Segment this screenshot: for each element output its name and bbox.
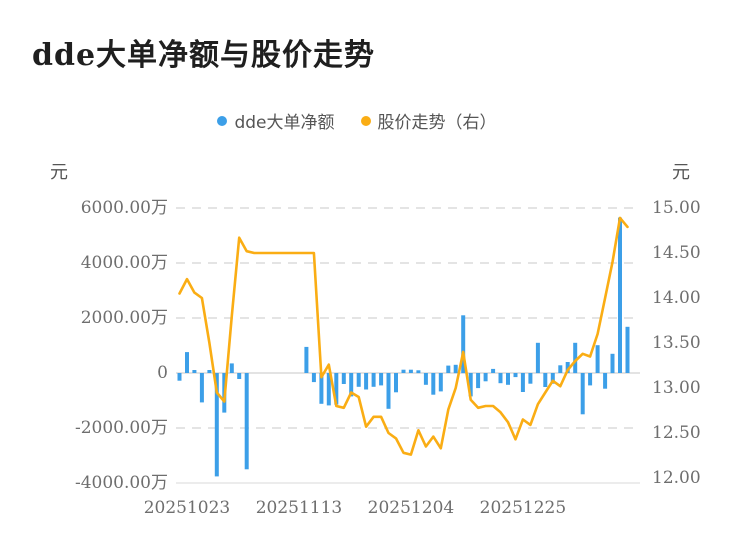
bar bbox=[319, 373, 324, 404]
bar bbox=[244, 373, 249, 470]
x-axis-tick-label: 20251023 bbox=[143, 498, 231, 518]
bar bbox=[625, 326, 630, 373]
bar bbox=[364, 373, 369, 390]
bar bbox=[401, 369, 406, 373]
x-axis-tick-label: 20251204 bbox=[367, 498, 455, 518]
left-axis-tick-label: 6000.00万 bbox=[80, 198, 168, 218]
bar bbox=[371, 373, 376, 387]
bar bbox=[431, 373, 436, 395]
bar bbox=[565, 362, 570, 373]
bar bbox=[214, 373, 219, 477]
legend-dot-orange-icon bbox=[360, 115, 371, 126]
bar bbox=[461, 315, 466, 374]
bar bbox=[229, 363, 234, 373]
right-axis-unit: 元 bbox=[672, 162, 690, 183]
right-axis-tick-label: 12.50 bbox=[652, 423, 701, 443]
bar bbox=[311, 373, 316, 383]
bar bbox=[588, 373, 593, 386]
bar bbox=[550, 373, 555, 384]
bar bbox=[558, 365, 563, 373]
legend-label-dde-net: dde大单净额 bbox=[234, 113, 335, 133]
left-axis-tick-label: -4000.00万 bbox=[74, 473, 168, 493]
bar bbox=[334, 373, 339, 405]
right-axis-tick-label: 15.00 bbox=[652, 198, 701, 218]
right-axis-tick-label: 13.00 bbox=[652, 378, 701, 398]
right-axis-tick-label: 13.50 bbox=[652, 333, 701, 353]
bar bbox=[595, 345, 600, 373]
bar-series bbox=[177, 217, 630, 477]
left-axis-tick-label: 2000.00万 bbox=[80, 308, 168, 328]
bar bbox=[528, 373, 533, 384]
bar bbox=[506, 373, 510, 385]
bar bbox=[453, 364, 458, 374]
bar bbox=[423, 373, 428, 385]
bar bbox=[379, 373, 384, 386]
bar bbox=[408, 369, 413, 373]
legend-item-dde-net[interactable]: dde大单净额 bbox=[217, 108, 335, 133]
price-line bbox=[178, 216, 629, 456]
bar bbox=[349, 373, 354, 397]
bar bbox=[468, 373, 473, 397]
bar bbox=[386, 373, 391, 409]
bar bbox=[341, 373, 346, 384]
bar bbox=[177, 373, 182, 381]
right-axis-tick-label: 12.00 bbox=[652, 468, 701, 488]
bar bbox=[520, 373, 525, 392]
bar bbox=[573, 342, 578, 374]
bar bbox=[498, 373, 503, 384]
bar bbox=[192, 370, 197, 373]
bar bbox=[356, 373, 361, 387]
legend-item-price-trend[interactable]: 股价走势（右） bbox=[360, 108, 497, 133]
bar bbox=[438, 373, 443, 392]
bar bbox=[580, 373, 585, 415]
right-axis-tick-label: 14.50 bbox=[652, 243, 701, 263]
bar bbox=[483, 373, 488, 382]
legend-label-price-trend: 股价走势（右） bbox=[377, 113, 497, 133]
bar bbox=[476, 373, 481, 389]
left-axis-tick-label: 4000.00万 bbox=[80, 253, 168, 273]
bar bbox=[618, 217, 622, 373]
x-axis-tick-label: 20251225 bbox=[479, 498, 567, 518]
bar bbox=[237, 373, 242, 379]
bar bbox=[304, 346, 309, 373]
bar bbox=[610, 353, 615, 374]
bar bbox=[185, 352, 189, 373]
page-title: dde大单净额与股价走势 bbox=[32, 38, 376, 73]
bar bbox=[394, 373, 398, 393]
bar bbox=[446, 365, 451, 373]
bar bbox=[543, 373, 548, 387]
legend-dot-blue-icon bbox=[217, 115, 228, 126]
bar bbox=[199, 373, 204, 403]
right-axis-tick-label: 14.00 bbox=[652, 288, 701, 308]
bar bbox=[326, 373, 331, 406]
bar bbox=[513, 373, 518, 378]
x-axis-tick-label: 20251113 bbox=[255, 498, 343, 518]
left-axis-tick-label: -2000.00万 bbox=[74, 418, 168, 438]
bar bbox=[491, 368, 496, 373]
bar bbox=[207, 370, 212, 373]
left-axis-unit: 元 bbox=[50, 162, 68, 183]
bar bbox=[603, 373, 608, 389]
bar bbox=[416, 370, 421, 374]
left-axis-tick-label: 0 bbox=[157, 363, 168, 383]
bar bbox=[535, 342, 540, 374]
legend: dde大单净额 股价走势（右） bbox=[0, 108, 732, 133]
